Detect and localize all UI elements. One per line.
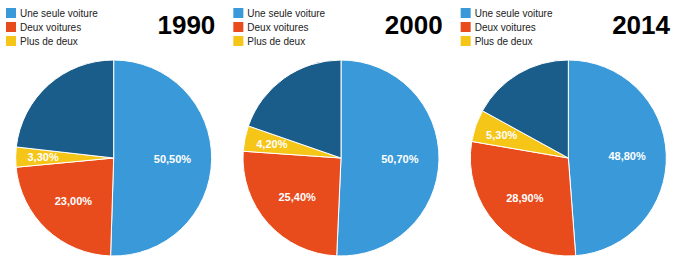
legend-entry: Deux voitures — [475, 22, 536, 33]
legend-swatch — [461, 36, 471, 46]
legend: Une seule voiture Deux voitures Plus de de… — [461, 8, 553, 47]
title: 2000 — [385, 10, 443, 40]
legend-entry: Une seule voiture — [20, 8, 98, 19]
pie-slice — [243, 151, 341, 256]
pie-slice — [482, 60, 568, 158]
legend: Une seule voiture Deux voitures Plus de de… — [233, 8, 325, 47]
legend-swatch — [233, 36, 243, 46]
legend-entry: Plus de deux — [475, 36, 533, 47]
data-label: 50,70% — [381, 153, 419, 165]
data-label: 48,80% — [608, 150, 646, 162]
pie-slice — [248, 60, 341, 158]
slices — [470, 60, 666, 256]
slices — [243, 60, 439, 256]
legend-swatch — [233, 8, 243, 18]
data-label: 50,50% — [154, 153, 192, 165]
pie-panel: 50,50% 23,00% 3,30% 1990 Une seule voiture De… — [6, 8, 215, 257]
legend-swatch — [6, 8, 16, 18]
legend-swatch — [233, 22, 243, 32]
data-label: 4,20% — [256, 138, 287, 150]
legend-entry: Une seule voiture — [247, 8, 325, 19]
legend-swatch — [6, 36, 16, 46]
title: 2014 — [612, 10, 670, 40]
legend-swatch — [461, 22, 471, 32]
pie-slice — [568, 60, 666, 256]
slices — [16, 60, 212, 256]
legend-entry: Deux voitures — [247, 22, 308, 33]
chart: 50,50% 23,00% 3,30% 1990 Une seule voiture De… — [0, 0, 682, 263]
legend-entry: Plus de deux — [20, 36, 78, 47]
pie-panel: 48,80% 28,90% 5,30% 2014 Une seule voiture De… — [461, 8, 671, 257]
legend-entry: Une seule voiture — [475, 8, 553, 19]
data-label: 5,30% — [486, 129, 517, 141]
data-label: 3,30% — [28, 151, 59, 163]
pie-panel: 50,70% 25,40% 4,20% 2000 Une seule voiture De… — [233, 8, 442, 256]
pie-slice — [111, 60, 212, 256]
legend-entry: Deux voitures — [20, 22, 81, 33]
legend: Une seule voiture Deux voitures Plus de de… — [6, 8, 98, 47]
data-label: 23,00% — [55, 195, 93, 207]
data-label: 28,90% — [506, 192, 544, 204]
legend-swatch — [6, 22, 16, 32]
pie-slice — [16, 158, 114, 256]
pie-slice — [470, 141, 575, 256]
legend-swatch — [461, 8, 471, 18]
pie-slice — [337, 60, 439, 256]
data-label: 25,40% — [278, 191, 316, 203]
title: 1990 — [157, 10, 215, 40]
legend-entry: Plus de deux — [247, 36, 305, 47]
pie-slice — [16, 60, 113, 158]
